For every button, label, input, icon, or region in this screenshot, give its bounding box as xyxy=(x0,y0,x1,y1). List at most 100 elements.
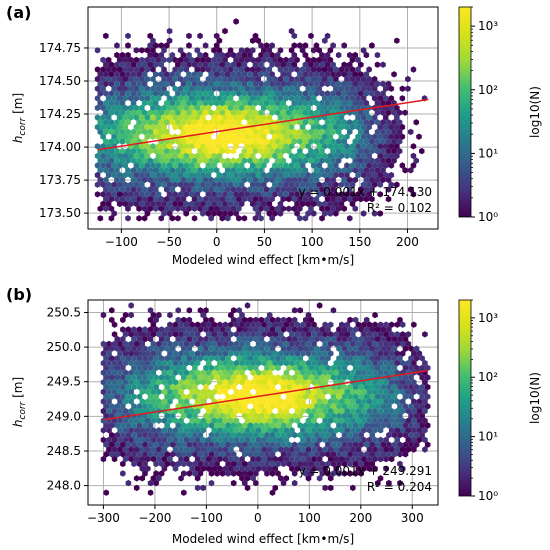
hexbin-cell xyxy=(144,66,151,73)
hexbin-cell xyxy=(183,152,189,160)
hexbin-cell xyxy=(100,359,107,367)
hexbin-cell xyxy=(106,379,112,386)
hexbin-cell xyxy=(349,95,356,102)
hexbin-cell xyxy=(202,99,209,107)
hexbin-cell xyxy=(344,75,350,83)
hexbin-cell xyxy=(308,157,314,164)
hexbin-cell xyxy=(269,80,275,88)
hexbin-cell xyxy=(283,133,289,140)
hexbin-cell xyxy=(294,331,301,338)
hexbin-cell xyxy=(133,114,140,121)
hexbin-cell xyxy=(103,186,109,193)
hexbin-cell xyxy=(178,436,184,444)
hexbin-cell xyxy=(291,186,298,193)
hexbin-cell xyxy=(363,412,370,420)
hexbin-cell xyxy=(272,123,278,131)
hexbin-cell xyxy=(211,162,217,169)
hexbin-cell xyxy=(308,451,315,458)
hexbin-cell xyxy=(141,71,148,78)
hexbin-cell xyxy=(233,162,239,169)
hexbin-cell xyxy=(305,340,312,348)
hexbin-cell xyxy=(338,171,345,179)
hexbin-cell xyxy=(283,123,289,131)
hexbin-cell xyxy=(131,326,137,333)
hexbin-cell xyxy=(341,403,348,410)
hexbin-cell xyxy=(347,451,353,458)
hexbin-cell xyxy=(363,109,370,116)
hexbin-cell xyxy=(191,138,198,145)
hexbin-cell xyxy=(128,427,134,434)
hexbin-cell xyxy=(391,335,398,343)
hexbin-cell xyxy=(327,417,334,424)
hexbin-cell xyxy=(413,431,420,439)
hexbin-cell xyxy=(216,95,223,102)
hexbin-cell xyxy=(103,355,109,362)
hexbin-cell xyxy=(377,388,384,396)
hexbin-cell xyxy=(258,157,264,164)
hexbin-cell xyxy=(139,388,145,396)
hexbin-cell xyxy=(214,374,220,381)
hexbin-cell xyxy=(272,484,278,492)
hexbin-cell xyxy=(247,412,254,420)
hexbin-cell xyxy=(280,335,287,343)
hexbin-cell xyxy=(203,393,209,400)
panel-b-colorbar-gradient xyxy=(458,299,472,497)
hexbin-cell xyxy=(408,431,414,439)
hexbin-cell xyxy=(322,191,328,198)
hexbin-cell xyxy=(194,191,201,198)
hexbin-cell xyxy=(261,331,267,338)
hexbin-cell xyxy=(310,152,317,160)
hexbin-cell xyxy=(402,345,409,352)
hexbin-cell xyxy=(175,205,181,212)
hexbin-cell xyxy=(125,479,132,487)
hexbin-cell xyxy=(186,71,192,78)
hexbin-cell xyxy=(156,379,162,386)
hexbin-cell xyxy=(388,427,395,434)
hexbin-cell xyxy=(289,417,295,424)
hexbin-cell xyxy=(136,195,142,203)
hexbin-cell xyxy=(206,446,212,453)
hexbin-cell xyxy=(133,331,140,338)
hexbin-cell xyxy=(316,133,322,140)
hexbin-cell xyxy=(228,379,234,386)
hexbin-cell xyxy=(225,422,231,429)
hexbin-cell xyxy=(261,388,267,396)
hexbin-cell xyxy=(197,167,203,174)
hexbin-cell xyxy=(153,355,159,362)
hexbin-cell xyxy=(120,316,126,324)
hexbin-cell xyxy=(266,388,273,396)
hexbin-cell xyxy=(108,167,115,174)
hexbin-cell xyxy=(316,123,322,131)
hexbin-cell xyxy=(322,210,328,217)
hexbin-cell xyxy=(122,95,128,102)
hexbin-cell xyxy=(216,181,223,188)
hexbin-cell xyxy=(272,171,278,179)
hexbin-cell xyxy=(109,403,115,410)
hexbin-cell xyxy=(391,441,398,448)
hexbin-cell xyxy=(139,56,145,64)
hexbin-cell xyxy=(322,37,328,44)
hexbin-cell xyxy=(324,205,331,212)
hexbin-cell xyxy=(94,85,101,92)
hexbin-cell xyxy=(178,321,184,328)
hexbin-cell xyxy=(97,167,104,174)
hexbin-cell xyxy=(247,383,254,391)
hexbin-cell xyxy=(216,66,223,73)
hexbin-cell xyxy=(316,191,322,198)
hexbin-cell xyxy=(277,47,284,54)
hexbin-cell xyxy=(377,475,384,482)
hexbin-cell xyxy=(358,431,364,439)
hexbin-cell xyxy=(211,350,218,357)
hexbin-cell xyxy=(186,412,193,420)
hexbin-cell xyxy=(197,51,203,59)
hexbin-cell xyxy=(139,407,145,415)
hexbin-cell xyxy=(186,335,193,343)
hexbin-cell xyxy=(371,85,378,92)
hexbin-cell xyxy=(316,143,322,150)
hexbin-cell xyxy=(114,383,121,391)
hexbin-cell xyxy=(225,71,231,78)
hexbin-cell xyxy=(228,417,234,424)
hexbin-cell xyxy=(286,80,292,88)
hexbin-cell xyxy=(375,335,381,343)
hexbin-cell xyxy=(252,80,259,88)
